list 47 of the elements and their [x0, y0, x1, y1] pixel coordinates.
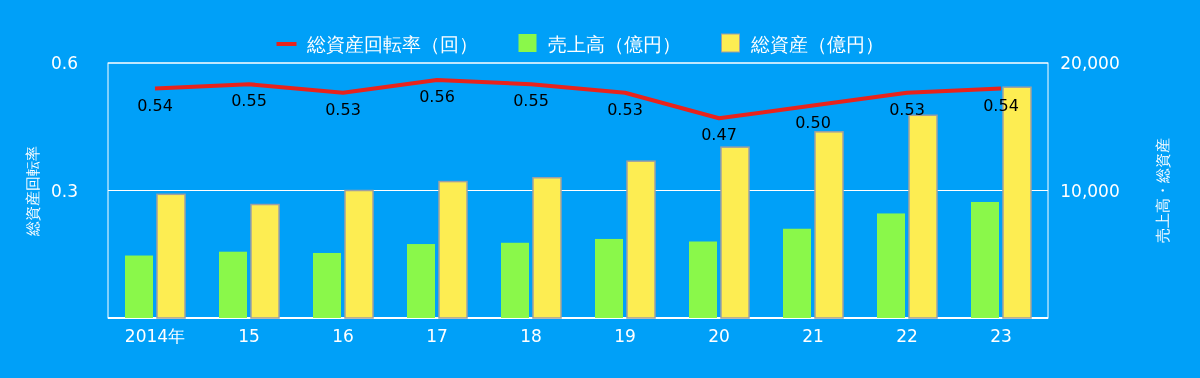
data-label: 0.50: [795, 112, 831, 132]
bar: [156, 193, 186, 319]
y2-axis-title: 売上高・総資産: [1154, 138, 1172, 243]
y2-tick-label: 20,000: [1060, 53, 1120, 73]
bar: [814, 131, 844, 319]
data-label: 0.55: [513, 91, 549, 111]
bar: [344, 189, 374, 319]
x-tick-label: 2014年: [124, 326, 186, 346]
bar: [626, 160, 656, 319]
bar: [720, 146, 750, 319]
legend-label: 総資産（億円）: [749, 33, 884, 55]
x-tick-label: 21: [802, 326, 824, 346]
bar: [219, 251, 247, 318]
y-tick-label: 0.3: [50, 180, 78, 201]
bar: [532, 177, 562, 319]
bar: [689, 241, 717, 318]
x-tick-label: 17: [426, 326, 448, 346]
x-tick-label: 16: [332, 326, 354, 346]
data-label: 0.54: [137, 95, 173, 115]
x-tick-label: 15: [238, 326, 260, 346]
data-label: 0.53: [325, 99, 361, 119]
bar: [313, 252, 341, 318]
y2-tick-label: 10,000: [1060, 180, 1120, 201]
bar: [908, 114, 938, 319]
x-tick-label: 20: [708, 326, 730, 346]
y-axis-title: 総資産回転率: [24, 145, 42, 237]
bar: [438, 180, 468, 319]
bar: [407, 244, 435, 318]
bar: [595, 238, 623, 318]
bar: [125, 255, 153, 318]
x-tick-label: 23: [990, 326, 1012, 346]
bar: [877, 213, 905, 318]
bar: [501, 242, 529, 318]
data-label: 0.53: [889, 99, 925, 119]
bar: [971, 201, 999, 318]
data-label: 0.56: [419, 87, 455, 106]
data-label: 0.55: [231, 91, 267, 111]
x-tick-label: 22: [896, 326, 918, 346]
data-label: 0.47: [701, 125, 737, 145]
y-tick-label: 0.6: [50, 53, 78, 73]
legend-label: 総資産回転率（回）: [305, 33, 478, 55]
x-tick-label: 18: [520, 326, 542, 346]
data-label: 0.53: [607, 99, 643, 119]
x-tick-label: 19: [614, 326, 636, 346]
legend-label: 売上高（億円）: [547, 33, 681, 55]
bar: [783, 228, 811, 318]
bar: [250, 203, 280, 319]
